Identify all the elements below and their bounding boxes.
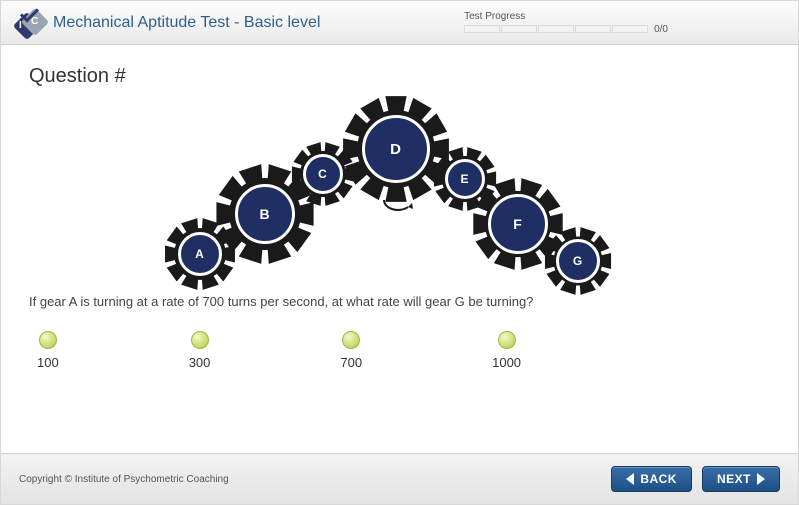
answer-label: 1000 [492,355,521,370]
copyright-text: Copyright © Institute of Psychometric Co… [19,474,229,485]
next-button-label: NEXT [717,472,751,486]
gear-diagram: ABCDEFG [130,94,670,284]
gear-label: F [488,194,548,254]
answer-option: 1000 [492,331,521,370]
progress-segment [538,25,574,33]
back-button[interactable]: BACK [611,466,692,492]
progress-widget: Test Progress 0/0 [464,11,668,35]
next-button[interactable]: NEXT [702,466,780,492]
logo-letter-c: C [31,16,38,27]
progress-bar [464,25,648,33]
footer-bar: Copyright © Institute of Psychometric Co… [1,453,798,504]
gear-label: B [235,184,295,244]
page-title: Mechanical Aptitude Test - Basic level [53,14,320,32]
radio-button[interactable] [191,331,209,349]
nav-buttons: BACK NEXT [611,466,780,492]
progress-segment [501,25,537,33]
answer-option: 100 [37,331,59,370]
gear-g: G [542,225,614,297]
arrow-left-icon [626,473,634,485]
arrow-right-icon [757,473,765,485]
progress-label: Test Progress [464,11,668,22]
back-button-label: BACK [640,472,677,486]
rotation-arrow-icon [380,198,414,217]
progress-segment [612,25,648,33]
radio-button[interactable] [342,331,360,349]
progress-count: 0/0 [654,24,668,35]
progress-segment [464,25,500,33]
answer-label: 100 [37,355,59,370]
question-area: Question # ABCDEFG If gear A is turning … [1,45,798,453]
radio-button[interactable] [498,331,516,349]
question-title: Question # [29,65,770,88]
logo-letter-i: I [19,20,22,31]
question-text: If gear A is turning at a rate of 700 tu… [29,294,770,309]
answer-option: 700 [340,331,362,370]
gear-label: C [303,154,343,194]
radio-button[interactable] [39,331,57,349]
gear-label: D [362,115,430,183]
gear-label: G [556,239,600,283]
answer-options: 100 300 700 1000 [29,331,770,370]
brand-logo: I C [11,6,45,40]
answer-option: 300 [189,331,211,370]
progress-segment [575,25,611,33]
answer-label: 300 [189,355,211,370]
answer-label: 700 [340,355,362,370]
header-bar: I C Mechanical Aptitude Test - Basic lev… [1,1,798,45]
